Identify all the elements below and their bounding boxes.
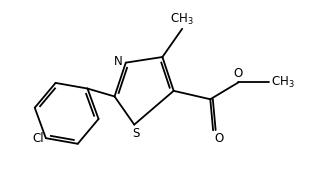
Text: CH$_3$: CH$_3$ [271,75,295,90]
Text: CH$_3$: CH$_3$ [170,12,194,27]
Text: O: O [234,67,243,80]
Text: N: N [114,55,122,68]
Text: Cl: Cl [33,132,44,145]
Text: O: O [214,132,224,145]
Text: S: S [132,127,139,140]
